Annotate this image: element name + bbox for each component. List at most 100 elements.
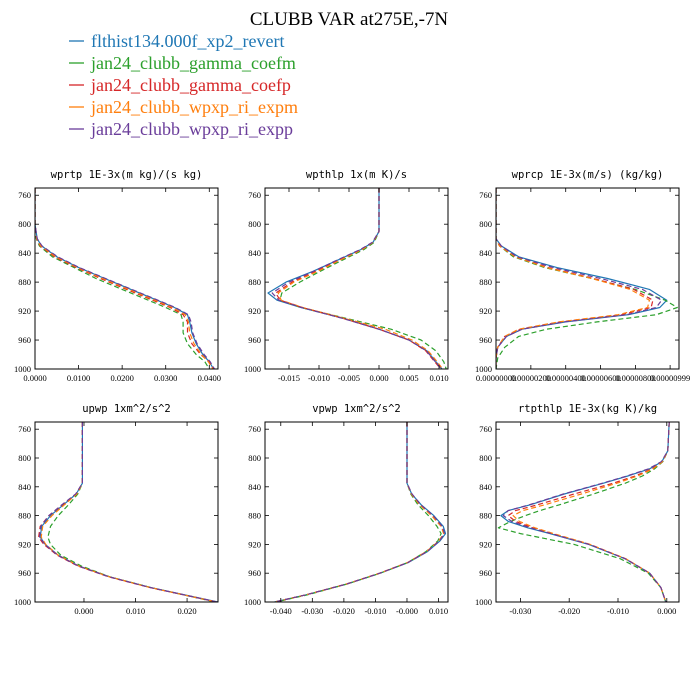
y-tick-label: 1000 xyxy=(14,364,31,374)
series-line xyxy=(274,422,445,602)
y-tick-label: 960 xyxy=(479,568,492,578)
panel-4: upwp 1xm^2/s^2 760 800 840 880 920 960 1000 0.00… xyxy=(14,403,219,616)
x-tick-label: 0.0100 xyxy=(67,373,90,383)
y-tick-label: 760 xyxy=(479,424,492,434)
x-tick-label: 0.0400 xyxy=(198,373,221,383)
y-tick-label: 920 xyxy=(479,539,492,549)
series-line xyxy=(35,188,216,369)
series-line xyxy=(40,422,217,602)
panel-5: vpwp 1xm^2/s^2 760 800 840 880 920 960 1000 -0.0… xyxy=(244,403,449,616)
y-tick-label: 880 xyxy=(248,277,261,287)
y-tick-label: 1000 xyxy=(14,597,31,607)
y-tick-label: 1000 xyxy=(244,597,261,607)
y-tick-label: 840 xyxy=(18,248,31,258)
y-tick-label: 960 xyxy=(479,335,492,345)
y-tick-label: 960 xyxy=(248,335,261,345)
legend-label: jan24_clubb_wpxp_ri_expp xyxy=(90,119,293,139)
panel-title: upwp 1xm^2/s^2 xyxy=(82,403,171,415)
series-line xyxy=(512,422,670,602)
y-tick-label: 840 xyxy=(248,248,261,258)
series-line xyxy=(277,188,444,369)
plot-frame xyxy=(495,187,680,370)
y-tick-label: 1000 xyxy=(475,597,492,607)
y-tick-label: 920 xyxy=(18,306,31,316)
series-line xyxy=(274,422,446,602)
series-line xyxy=(271,188,442,369)
series-line xyxy=(274,422,447,602)
y-tick-label: 1000 xyxy=(244,364,261,374)
x-tick-label: -0.015 xyxy=(278,373,300,383)
panel-title: vpwp 1xm^2/s^2 xyxy=(312,403,401,415)
y-tick-label: 920 xyxy=(248,306,261,316)
y-tick-label: 800 xyxy=(248,219,261,229)
panel-title: wprcp 1E-3x(m/s) (kg/kg) xyxy=(512,169,664,181)
x-tick-label: -0.010 xyxy=(607,606,629,616)
y-tick-label: 800 xyxy=(479,453,492,463)
series-line xyxy=(35,188,214,369)
x-tick-label: 0.00000000 xyxy=(476,373,516,383)
legend-label: jan24_clubb_gamma_coefp xyxy=(90,75,291,95)
y-tick-label: 880 xyxy=(479,277,492,287)
y-tick-label: 840 xyxy=(479,482,492,492)
x-tick-label: 0.00000800 xyxy=(615,373,655,383)
y-tick-label: 800 xyxy=(18,453,31,463)
series-group xyxy=(37,422,218,602)
y-tick-label: 920 xyxy=(18,539,31,549)
y-tick-label: 840 xyxy=(18,482,31,492)
series-line xyxy=(496,188,668,369)
x-tick-label: -0.000 xyxy=(396,606,418,616)
x-tick-label: -0.030 xyxy=(301,606,323,616)
x-tick-label: 0.00000999 xyxy=(650,373,690,383)
series-line xyxy=(507,422,670,602)
x-tick-label: 0.005 xyxy=(399,373,418,383)
plot-frame xyxy=(34,421,219,603)
y-tick-label: 840 xyxy=(248,482,261,492)
series-group xyxy=(267,188,447,369)
y-tick-label: 840 xyxy=(479,248,492,258)
x-tick-label: 0.0300 xyxy=(154,373,177,383)
x-tick-label: 0.010 xyxy=(429,606,448,616)
plot-frame xyxy=(264,187,449,370)
y-tick-label: 880 xyxy=(248,511,261,521)
panel-6: rtpthlp 1E-3x(kg K)/kg 760 800 840 880 920 960… xyxy=(475,403,680,616)
x-tick-label: -0.010 xyxy=(308,373,330,383)
series-group xyxy=(496,188,678,369)
x-tick-label: 0.00000400 xyxy=(546,373,586,383)
y-tick-label: 760 xyxy=(18,424,31,434)
series-line xyxy=(35,188,210,369)
series-line xyxy=(47,422,216,602)
y-tick-label: 760 xyxy=(248,190,261,200)
plot-frame xyxy=(34,187,219,370)
y-tick-label: 800 xyxy=(479,219,492,229)
x-tick-label: 0.0200 xyxy=(110,373,133,383)
x-tick-label: -0.030 xyxy=(509,606,531,616)
series-line xyxy=(39,422,218,602)
series-group xyxy=(497,422,670,602)
series-line xyxy=(279,188,447,369)
y-tick-label: 960 xyxy=(18,568,31,578)
x-tick-label: 0.000 xyxy=(369,373,388,383)
legend-label: jan24_clubb_gamma_coefm xyxy=(90,53,296,73)
panels: wprtp 1E-3x(m kg)/(s kg) 760 800 840 880 920 9… xyxy=(14,169,690,616)
main-title: CLUBB VAR at275E,-7N xyxy=(250,9,449,30)
x-tick-label: 0.000 xyxy=(657,606,676,616)
plot-frame xyxy=(495,421,680,603)
x-tick-label: 0.010 xyxy=(126,606,145,616)
legend-label: flthist134.000f_xp2_revert xyxy=(91,31,284,51)
panel-1: wprtp 1E-3x(m kg)/(s kg) 760 800 840 880 920 9… xyxy=(14,169,221,383)
y-tick-label: 1000 xyxy=(475,364,492,374)
y-tick-label: 760 xyxy=(18,190,31,200)
series-line xyxy=(496,188,651,369)
series-group xyxy=(35,188,216,369)
series-line xyxy=(267,188,443,369)
x-tick-label: -0.005 xyxy=(338,373,360,383)
panel-title: wpthlp 1x(m K)/s xyxy=(306,169,407,181)
series-line xyxy=(502,422,670,602)
series-group xyxy=(274,422,447,602)
series-line xyxy=(496,188,654,369)
panel-title: rtpthlp 1E-3x(kg K)/kg xyxy=(518,403,657,415)
x-tick-label: 0.0000 xyxy=(23,373,46,383)
x-tick-label: -0.040 xyxy=(270,606,292,616)
x-tick-label: 0.00000600 xyxy=(580,373,620,383)
panel-2: wpthlp 1x(m K)/s 760 800 840 880 920 960 1000 -0… xyxy=(244,169,449,383)
